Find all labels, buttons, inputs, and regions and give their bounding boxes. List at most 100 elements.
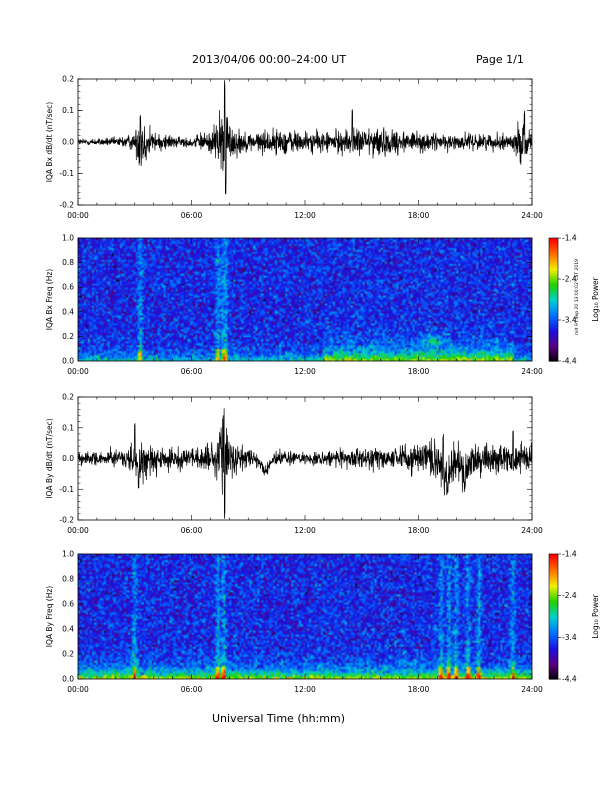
colorbar-swatch	[549, 262, 558, 266]
colorbar-swatch	[549, 248, 558, 251]
y-tick-label: 0.1	[62, 423, 74, 432]
colorbar-swatch	[549, 301, 558, 305]
colorbar-swatch	[549, 639, 558, 643]
colorbar-2: -1.4 -2.4 -3.4 -4.4 Log₁₀ Power	[548, 234, 600, 366]
colorbar-swatch	[549, 672, 558, 676]
y-tick-label: 0.4	[62, 307, 74, 316]
colorbar-swatch	[549, 562, 558, 566]
colorbar-swatch	[549, 299, 558, 303]
x-tick-label: 18:00	[408, 526, 430, 535]
x-axis-title: Universal Time (hh:mm)	[212, 712, 345, 725]
colorbar-label: Log₁₀ Power	[591, 593, 600, 638]
colorbar-swatch	[549, 635, 558, 638]
colorbar-swatch	[549, 260, 558, 264]
colorbar-swatch	[549, 276, 558, 280]
x-tick-label: 00:00	[67, 211, 89, 220]
colorbar-swatch	[549, 662, 558, 666]
x-tick-label: 12:00	[294, 211, 316, 220]
spectrogram-image-4	[78, 554, 532, 679]
colorbar-swatch	[549, 272, 558, 276]
y-tick-label: -0.2	[59, 516, 74, 525]
y-tick-label: 0.6	[62, 600, 74, 609]
colorbar-swatch	[549, 622, 558, 626]
y-tick-label: 1.0	[62, 550, 74, 559]
colorbar-swatch	[549, 637, 558, 641]
colorbar-tick-label: -2.4	[562, 275, 577, 284]
colorbar-swatch	[549, 283, 558, 286]
colorbar-swatch	[549, 660, 558, 663]
colorbar-swatch	[549, 317, 558, 321]
colorbar-swatch	[549, 258, 558, 262]
colorbar-swatch	[549, 560, 558, 563]
colorbar-swatch	[549, 654, 558, 657]
colorbar-swatch	[549, 606, 558, 609]
colorbar-swatch	[549, 572, 558, 576]
colorbar-swatch	[549, 649, 558, 653]
x-tick-label: 06:00	[181, 685, 203, 694]
colorbar-swatch	[549, 289, 558, 292]
y-tick-label: -0.1	[59, 485, 74, 494]
colorbar-swatch	[549, 324, 558, 327]
colorbar-swatch	[549, 246, 558, 249]
colorbar-swatch	[549, 264, 558, 268]
y-axis-1: -0.2 -0.1 0.0 0.1 0.2 IQA Bx dB/dt (nT/sec)	[45, 75, 532, 210]
colorbar-swatch	[549, 581, 558, 584]
colorbar-swatch	[549, 570, 558, 574]
colorbar-swatch	[549, 610, 558, 613]
colorbar-swatch	[549, 240, 558, 243]
colorbar-swatch	[549, 307, 558, 311]
colorbar-swatch	[549, 291, 558, 294]
colorbar-swatch	[549, 252, 558, 255]
x-axis-1: 00:00 06:00 12:00 18:00 24:00	[67, 79, 543, 220]
colorbar-swatch	[549, 666, 558, 670]
y-axis-2: 0.0 0.2 0.4 0.6 0.8 1.0 IQA Bx Freq (Hz)	[45, 234, 532, 366]
x-tick-label: 24:00	[521, 211, 543, 220]
colorbar-swatch	[549, 608, 558, 611]
y-axis-label: IQA By dB/dt (nT/sec)	[45, 418, 54, 499]
colorbar-swatch	[549, 279, 558, 282]
y-tick-label: 0.0	[62, 675, 74, 684]
colorbar-swatch	[549, 658, 558, 661]
colorbar-swatch	[549, 266, 558, 270]
colorbar-swatch	[549, 589, 558, 593]
colorbar-swatch	[549, 612, 558, 616]
x-tick-label: 24:00	[521, 367, 543, 376]
y-tick-label: 0.0	[62, 357, 74, 366]
colorbar-swatch	[549, 587, 558, 591]
colorbar-swatch	[549, 254, 558, 258]
colorbar-swatch	[549, 346, 558, 350]
x-tick-label: 00:00	[67, 526, 89, 535]
colorbar-swatch	[549, 305, 558, 309]
colorbar-tick-label: -4.4	[562, 357, 577, 366]
colorbar-swatch	[549, 297, 558, 301]
colorbar-swatch	[549, 579, 558, 582]
y-axis-label: IQA Bx dB/dt (nT/sec)	[45, 102, 54, 183]
colorbar-swatch	[549, 664, 558, 668]
colorbar-swatch	[549, 643, 558, 647]
colorbar-swatch	[549, 591, 558, 595]
y-tick-label: -0.2	[59, 201, 74, 210]
colorbar-swatch	[549, 624, 558, 628]
colorbar-swatch	[549, 315, 558, 319]
colorbar-tick-label: -3.4	[562, 316, 577, 325]
colorbar-swatch	[549, 629, 558, 632]
x-tick-label: 12:00	[294, 526, 316, 535]
colorbar-swatch	[549, 281, 558, 284]
y-tick-label: 0.6	[62, 283, 74, 292]
colorbar-swatch	[549, 595, 558, 599]
plot-title: 2013/04/06 00:00–24:00 UT	[192, 53, 347, 66]
colorbar-swatch	[549, 295, 558, 299]
colorbar-swatch	[549, 656, 558, 659]
colorbar-swatch	[549, 558, 558, 561]
colorbar-swatch	[549, 583, 558, 586]
colorbar-swatch	[549, 338, 558, 342]
colorbar-swatch	[549, 309, 558, 313]
colorbar-swatch	[549, 352, 558, 356]
y-tick-label: 0.1	[62, 106, 74, 115]
colorbar-tick-label: -3.4	[562, 633, 577, 642]
x-axis-4: 00:00 06:00 12:00 18:00 24:00	[67, 554, 543, 694]
x-tick-label: 18:00	[408, 211, 430, 220]
x-tick-label: 00:00	[67, 685, 89, 694]
